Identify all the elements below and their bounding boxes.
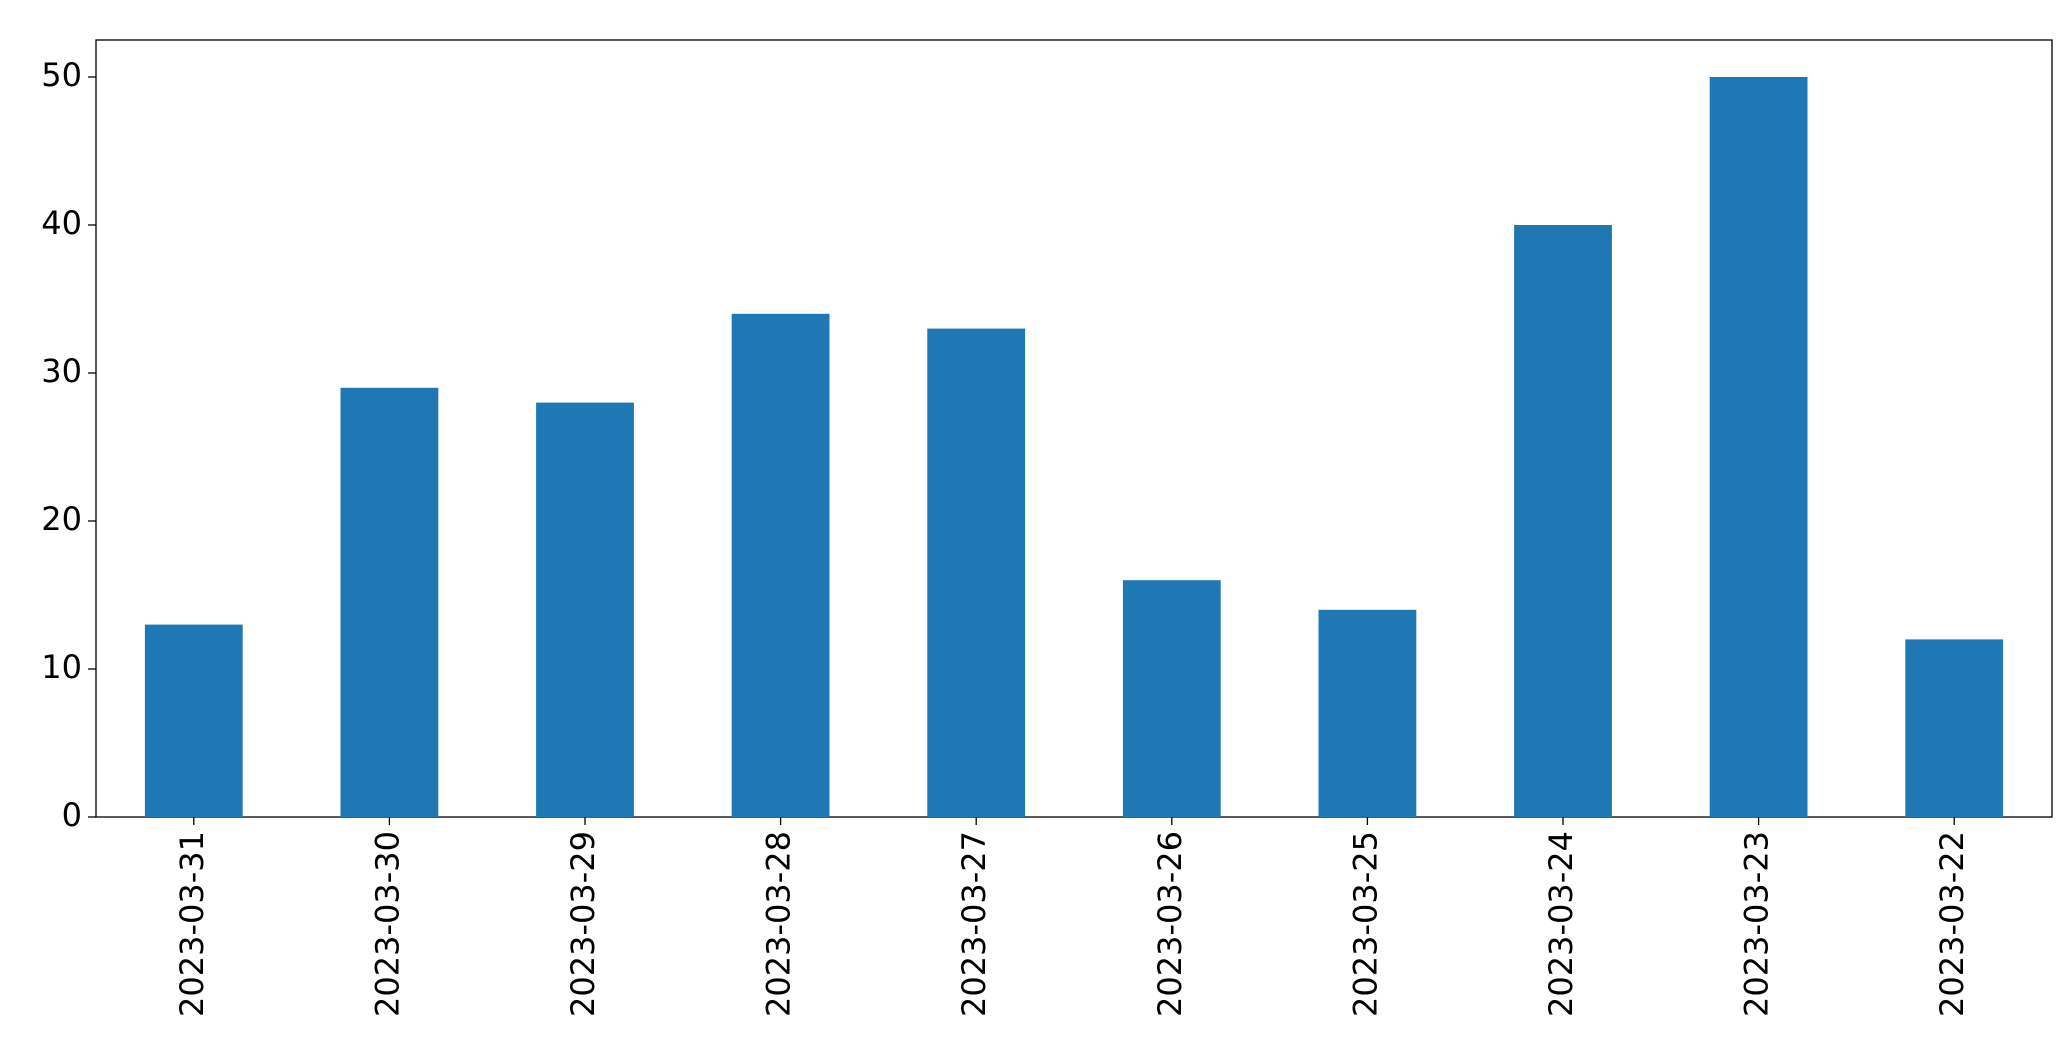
bar bbox=[1318, 609, 1417, 817]
x-tick-label: 2023-03-22 bbox=[1933, 831, 1971, 1017]
y-tick-label: 30 bbox=[41, 352, 82, 390]
bar bbox=[1122, 580, 1221, 817]
y-tick-label: 40 bbox=[41, 204, 82, 242]
y-tick-label: 50 bbox=[41, 56, 82, 94]
bar bbox=[731, 313, 830, 817]
x-tick-label: 2023-03-25 bbox=[1346, 831, 1384, 1017]
x-tick-label: 2023-03-26 bbox=[1151, 831, 1189, 1017]
x-tick-label: 2023-03-28 bbox=[760, 831, 798, 1017]
bar bbox=[1905, 639, 2004, 817]
plot-frame bbox=[95, 39, 2053, 818]
bar bbox=[340, 387, 439, 817]
x-tick-label: 2023-03-23 bbox=[1738, 831, 1776, 1017]
x-tick-label: 2023-03-27 bbox=[955, 831, 993, 1017]
bar bbox=[1514, 225, 1612, 817]
bar bbox=[536, 402, 634, 817]
y-tick-label: 0 bbox=[62, 796, 82, 834]
y-tick-label: 20 bbox=[41, 500, 82, 538]
x-tick-label: 2023-03-30 bbox=[368, 831, 406, 1017]
y-tick-label: 10 bbox=[41, 648, 82, 686]
bar bbox=[927, 328, 1026, 817]
x-tick-label: 2023-03-24 bbox=[1542, 831, 1580, 1017]
bar bbox=[1709, 77, 1808, 817]
x-tick-label: 2023-03-29 bbox=[564, 831, 602, 1017]
x-tick-label: 2023-03-31 bbox=[173, 831, 211, 1017]
bar bbox=[144, 624, 243, 817]
